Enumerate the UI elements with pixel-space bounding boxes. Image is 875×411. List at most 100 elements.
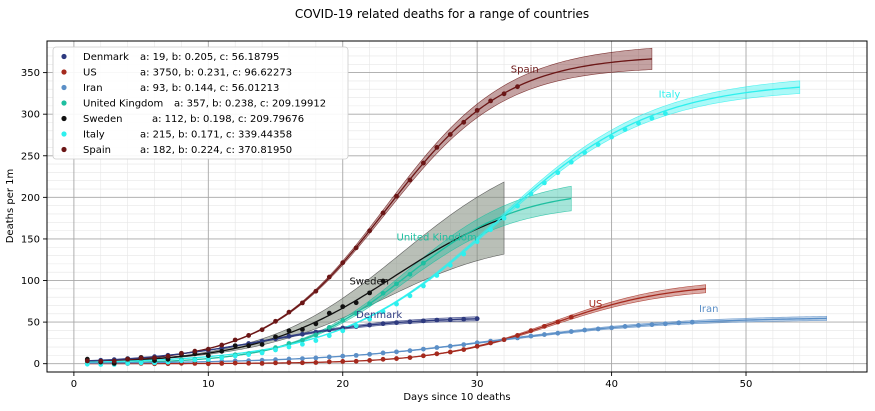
point-spain [286,309,292,315]
y-axis-label: Deaths per 1m [5,169,16,244]
point-us [340,359,346,364]
point-denmark [474,316,480,322]
legend-name: Iran [83,83,103,94]
point-iran [555,330,561,336]
point-italy [326,333,332,339]
point-iran [528,333,534,339]
point-spain [232,337,238,343]
legend-params: a: 3750, b: 0.231, c: 96.62273 [140,68,292,79]
legend-box [52,46,349,160]
point-iran [394,349,399,355]
legend-marker [61,146,67,153]
point-italy [488,227,494,233]
data-points [84,84,695,367]
point-iran [568,329,574,334]
point-italy [515,203,520,209]
y-tick-label: 300 [21,110,40,121]
point-italy [138,360,144,366]
legend-name: Spain [83,145,111,156]
point-iran [434,345,440,350]
legend-params: a: 357, b: 0.238, c: 209.19912 [174,99,326,110]
point-iran [595,326,601,332]
point-us [232,360,238,366]
point-spain [434,144,440,150]
point-spain [273,318,278,324]
point-iran [676,320,682,326]
point-iran [622,324,628,329]
x-tick-label: 40 [605,379,618,390]
point-us [568,314,574,320]
point-denmark [407,319,413,325]
point-spain [326,274,332,280]
point-us [219,361,225,366]
legend-params: a: 93, b: 0.144, c: 56.01213 [140,83,279,94]
legend-name: Italy [83,130,105,141]
x-tick-label: 50 [740,379,753,390]
point-iran [353,352,359,358]
point-spain [111,358,117,364]
label-sweden: Sweden [349,277,389,288]
legend-marker [61,69,67,75]
point-italy [367,316,373,322]
point-spain [205,346,211,352]
point-italy [246,352,252,357]
label-denmark: Denmark [356,310,402,321]
point-spain [488,98,494,104]
point-italy [595,142,601,147]
legend-name: US [83,68,97,79]
point-sweden [326,310,332,316]
point-us [192,361,198,366]
point-us [515,333,520,338]
point-iran [313,355,319,361]
fit-italy [87,86,800,363]
point-united-kingdom [313,332,319,338]
point-iran [689,319,695,325]
legend-marker [61,53,67,60]
point-us [205,361,211,367]
point-italy [447,262,453,268]
point-united-kingdom [407,271,413,277]
point-italy [582,150,588,155]
point-sweden [246,343,252,349]
point-us [246,360,252,366]
point-spain [394,193,399,199]
point-spain [300,300,305,306]
point-spain [474,107,480,113]
point-iran [380,350,386,356]
point-italy [555,170,561,176]
label-us: US [589,299,603,310]
legend-marker [61,100,67,106]
label-italy: Italy [659,90,681,101]
point-spain [515,84,520,90]
legend-marker [61,115,67,122]
point-spain [367,228,373,234]
point-spain [501,91,507,97]
point-spain [259,327,265,333]
point-iran [367,351,373,357]
point-italy [474,239,480,245]
point-spain [407,177,413,183]
point-italy [232,353,238,359]
y-tick-label: 150 [21,234,40,245]
point-italy [434,273,440,278]
point-spain [165,353,171,359]
point-denmark [367,322,373,328]
x-tick-label: 30 [471,379,484,390]
point-sweden [259,342,265,347]
legend-name: Sweden [83,114,123,125]
point-united-kingdom [300,337,305,343]
point-denmark [300,331,305,337]
label-united-kingdom: United Kingdom [397,233,477,244]
point-iran [662,321,668,327]
point-us [420,353,426,359]
point-spain [192,348,198,354]
point-sweden [300,326,305,332]
point-italy [662,111,668,116]
point-italy [541,180,547,186]
point-italy [125,361,131,366]
point-spain [461,119,467,125]
point-united-kingdom [394,281,399,287]
point-us [380,356,386,362]
point-spain [152,355,157,361]
